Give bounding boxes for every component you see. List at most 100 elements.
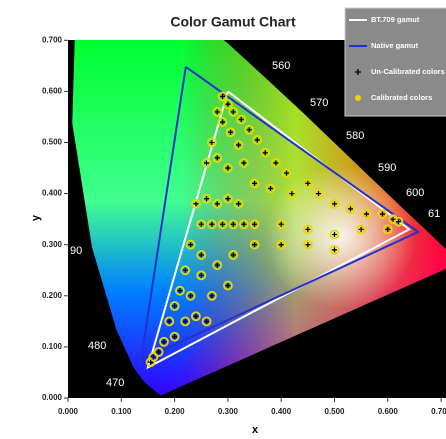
uncalibrated-point <box>305 226 311 232</box>
calibrated-point <box>169 301 180 311</box>
uncalibrated-point <box>204 318 210 324</box>
calibrated-point <box>265 183 276 194</box>
calibrated-point <box>302 178 313 189</box>
x-tick-label: 0.700 <box>431 407 446 416</box>
calibrated-point <box>212 106 223 117</box>
uncalibrated-point <box>198 252 204 258</box>
x-tick-label: 0.400 <box>271 407 292 416</box>
uncalibrated-point <box>241 160 247 166</box>
calibrated-point <box>233 198 244 209</box>
uncalibrated-point <box>305 242 311 248</box>
calibrated-point <box>276 239 287 250</box>
legend-label: Un-Calibrated colors <box>371 67 445 76</box>
calibrated-point <box>180 316 191 327</box>
y-tick-label: 0.400 <box>42 189 63 198</box>
x-tick-label: 0.200 <box>165 407 186 416</box>
calibrated-point <box>393 216 404 227</box>
calibrated-point <box>148 352 159 363</box>
calibrated-point <box>302 239 313 250</box>
calibrated-point <box>185 290 196 301</box>
calibrated-point <box>145 357 156 368</box>
uncalibrated-point <box>214 109 220 115</box>
legend-swatch <box>355 69 361 75</box>
calibrated-point <box>270 158 281 168</box>
calibrated-point <box>212 198 223 209</box>
uncalibrated-point <box>273 160 279 166</box>
wavelength-label: 61 <box>428 208 440 220</box>
uncalibrated-point <box>390 216 396 222</box>
calibrated-point <box>217 219 228 230</box>
wavelength-label: 470 <box>106 377 124 389</box>
uncalibrated-point <box>332 231 337 237</box>
uncalibrated-point <box>161 339 167 345</box>
calibrated-point <box>236 114 247 125</box>
calibrated-point <box>238 219 249 230</box>
calibrated-point <box>356 224 367 235</box>
calibrated-point <box>159 336 169 347</box>
uncalibrated-point <box>214 201 220 207</box>
uncalibrated-point <box>252 221 258 227</box>
uncalibrated-point <box>214 262 220 268</box>
calibrated-point <box>302 224 313 235</box>
uncalibrated-point <box>188 293 194 299</box>
uncalibrated-point <box>188 242 194 248</box>
uncalibrated-point <box>228 129 234 135</box>
calibrated-point <box>180 265 191 276</box>
uncalibrated-point <box>156 349 162 355</box>
uncalibrated-point <box>225 101 231 107</box>
calibrated-point <box>201 193 212 204</box>
uncalibrated-point <box>252 242 258 248</box>
uncalibrated-point <box>225 165 231 171</box>
legend <box>344 7 446 117</box>
uncalibrated-point <box>363 211 369 217</box>
wavelength-label: 600 <box>406 187 424 199</box>
uncalibrated-point <box>214 155 220 161</box>
calibrated-point <box>207 219 217 230</box>
legend-swatch <box>355 95 361 101</box>
y-axis-label: y <box>30 214 42 221</box>
y-tick-label: 0.300 <box>42 240 63 249</box>
x-tick-label: 0.300 <box>218 407 239 416</box>
uncalibrated-point <box>172 334 178 340</box>
uncalibrated-point <box>150 354 156 360</box>
calibrated-point <box>228 250 239 260</box>
calibrated-point <box>233 140 244 150</box>
uncalibrated-point <box>198 221 204 227</box>
uncalibrated-point <box>395 219 401 225</box>
uncalibrated-point <box>204 160 210 166</box>
uncalibrated-point <box>238 117 244 123</box>
calibrated-point <box>196 250 207 260</box>
calibrated-point <box>217 117 228 127</box>
calibrated-point <box>382 224 393 235</box>
calibrated-point <box>207 290 217 301</box>
calibrated-point <box>222 163 233 173</box>
calibrated-point <box>201 316 212 327</box>
uncalibrated-point <box>262 150 268 156</box>
uncalibrated-point <box>284 170 290 176</box>
calibrated-point <box>329 229 340 240</box>
wavelength-label: 570 <box>310 97 328 109</box>
uncalibrated-point <box>182 318 188 324</box>
uncalibrated-point <box>305 180 311 186</box>
wavelength-label: 560 <box>272 60 290 72</box>
uncalibrated-point <box>193 201 199 207</box>
calibrated-point <box>345 204 356 214</box>
uncalibrated-point <box>278 221 284 227</box>
uncalibrated-point <box>241 221 247 227</box>
calibrated-point <box>212 260 223 271</box>
uncalibrated-point <box>316 191 322 197</box>
calibrated-point <box>175 285 185 296</box>
uncalibrated-point <box>166 318 172 324</box>
x-tick-label: 0.600 <box>378 407 399 416</box>
wavelength-label: 590 <box>378 162 396 174</box>
uncalibrated-point <box>385 226 391 232</box>
calibrated-point <box>191 198 201 209</box>
legend-label: Calibrated colors <box>371 93 432 102</box>
uncalibrated-point <box>209 221 215 227</box>
uncalibrated-point <box>225 283 231 289</box>
uncalibrated-point <box>289 191 295 197</box>
calibrated-point <box>276 219 287 230</box>
uncalibrated-point <box>220 221 226 227</box>
calibrated-point <box>153 347 164 357</box>
